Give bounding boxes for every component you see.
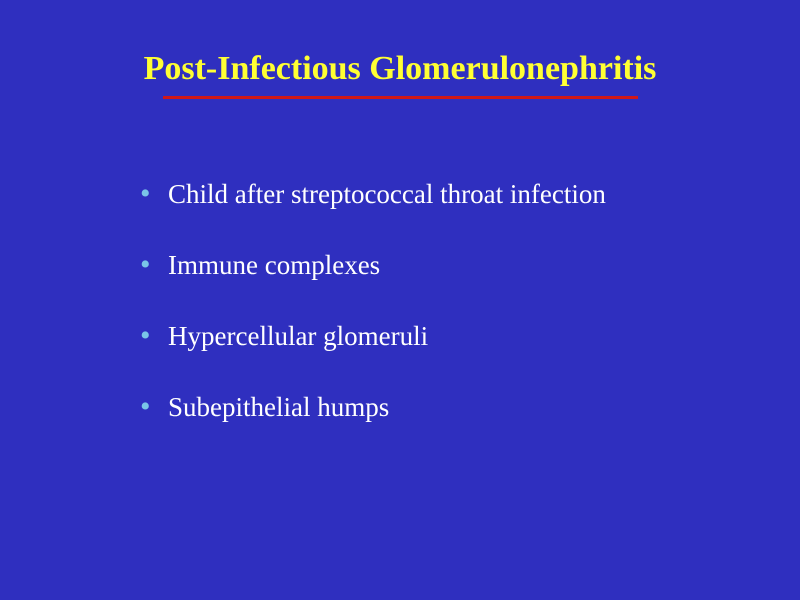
- list-item: Child after streptococcal throat infecti…: [140, 179, 800, 210]
- list-item: Immune complexes: [140, 250, 800, 281]
- title-underline: [163, 96, 638, 99]
- list-item: Subepithelial humps: [140, 392, 800, 423]
- list-item: Hypercellular glomeruli: [140, 321, 800, 352]
- bullet-list: Child after streptococcal throat infecti…: [0, 179, 800, 423]
- slide-container: Post-Infectious Glomerulonephritis Child…: [0, 0, 800, 600]
- slide-title: Post-Infectious Glomerulonephritis: [0, 50, 800, 88]
